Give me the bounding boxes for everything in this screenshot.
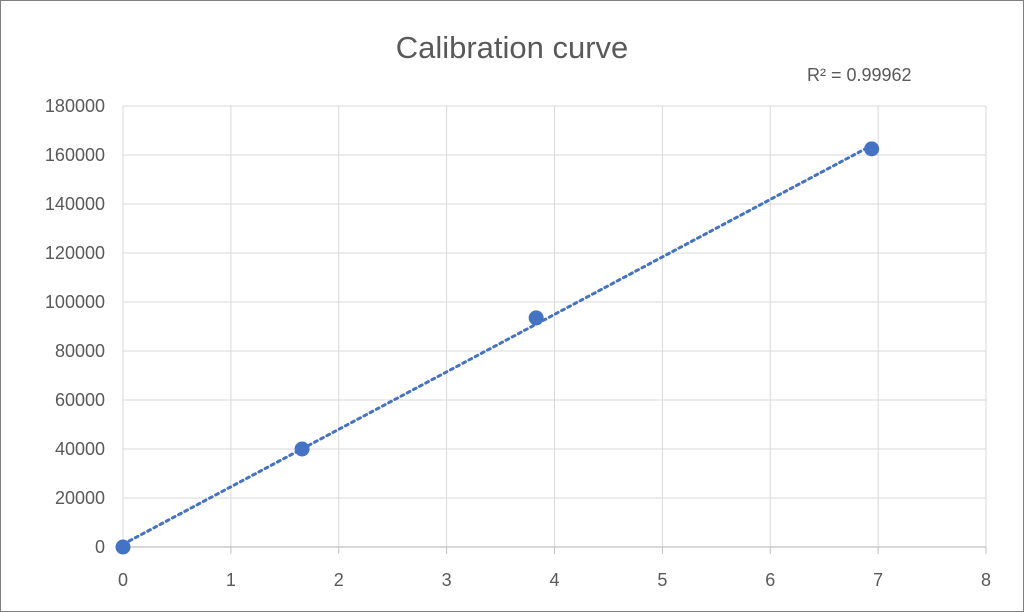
y-tick-label: 20000: [55, 488, 105, 508]
y-tick-label: 40000: [55, 439, 105, 459]
r-squared-label: R² = 0.99962: [807, 65, 912, 85]
x-tick-label: 6: [765, 570, 775, 590]
chart-title: Calibration curve: [396, 30, 629, 65]
data-points: [115, 141, 880, 555]
x-tick-label: 1: [226, 570, 236, 590]
y-tick-label: 80000: [55, 341, 105, 361]
x-tick-label: 8: [981, 570, 991, 590]
y-tick-label: 180000: [45, 96, 105, 116]
data-point: [115, 539, 131, 555]
x-tick-label: 2: [334, 570, 344, 590]
data-point: [294, 441, 310, 457]
y-tick-label: 120000: [45, 243, 105, 263]
trendline-group: [121, 143, 874, 546]
y-tick-label: 60000: [55, 390, 105, 410]
trendline: [121, 143, 874, 546]
gridlines: [123, 105, 987, 547]
x-tick-label: 5: [657, 570, 667, 590]
y-tick-label: 100000: [45, 292, 105, 312]
x-tick-label: 0: [118, 570, 128, 590]
y-tick-label: 140000: [45, 194, 105, 214]
x-tick-label: 7: [873, 570, 883, 590]
y-tick-label: 0: [95, 537, 105, 557]
x-tick-label: 4: [549, 570, 559, 590]
x-tick-label: 3: [442, 570, 452, 590]
tick-labels: 0 20000 40000 60000 80000 100000 120000 140000 1…: [45, 96, 991, 590]
y-tick-label: 160000: [45, 145, 105, 165]
data-point: [528, 310, 544, 326]
data-point: [864, 141, 880, 157]
